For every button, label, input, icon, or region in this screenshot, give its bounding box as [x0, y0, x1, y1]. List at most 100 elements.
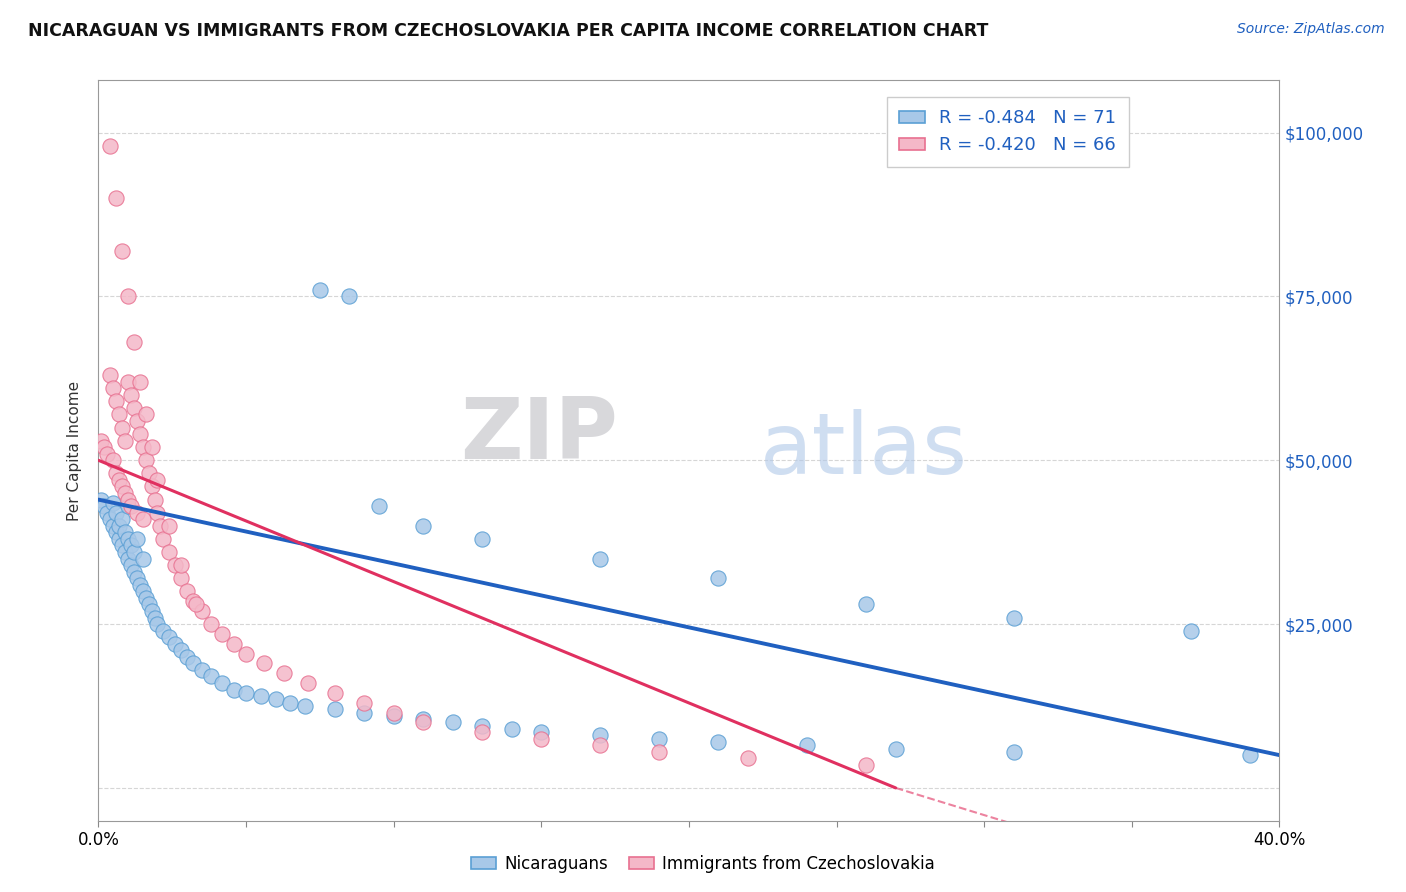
Point [211, 676, 233, 690]
Point [471, 718, 494, 732]
Point [120, 558, 142, 573]
Point [176, 584, 198, 599]
Point [412, 712, 434, 726]
Point [353, 696, 375, 710]
Point [184, 598, 207, 612]
Point [382, 706, 405, 720]
Point [191, 663, 214, 677]
Point [157, 518, 180, 533]
Point [105, 525, 128, 540]
Point [530, 731, 553, 746]
Point [108, 408, 131, 422]
Point [135, 408, 157, 422]
Point [264, 692, 287, 706]
Point [152, 624, 174, 638]
Point [135, 591, 157, 605]
Point [141, 479, 163, 493]
Point [224, 682, 246, 697]
Point [114, 434, 136, 448]
Point [170, 643, 193, 657]
Point [368, 499, 391, 513]
Point [122, 401, 145, 415]
Point [125, 506, 148, 520]
Point [146, 617, 169, 632]
Point [141, 440, 163, 454]
Point [165, 637, 187, 651]
Y-axis label: Per Capita Income: Per Capita Income [67, 380, 83, 521]
Point [648, 731, 671, 746]
Point [132, 584, 155, 599]
Point [105, 191, 128, 205]
Text: atlas: atlas [759, 409, 967, 492]
Point [117, 492, 139, 507]
Point [96, 506, 118, 520]
Point [297, 676, 319, 690]
Point [191, 604, 214, 618]
Point [125, 414, 148, 428]
Point [125, 571, 148, 585]
Point [117, 499, 139, 513]
Point [157, 545, 180, 559]
Point [111, 244, 134, 258]
Point [105, 394, 128, 409]
Point [589, 551, 612, 566]
Point [471, 532, 494, 546]
Point [250, 689, 273, 703]
Point [132, 551, 155, 566]
Point [253, 657, 276, 671]
Point [471, 725, 494, 739]
Point [120, 388, 142, 402]
Point [108, 532, 131, 546]
Point [412, 715, 434, 730]
Point [309, 283, 332, 297]
Point [1002, 745, 1025, 759]
Point [149, 518, 172, 533]
Point [294, 698, 316, 713]
Point [176, 649, 198, 664]
Point [441, 715, 464, 730]
Point [114, 545, 136, 559]
Point [339, 289, 361, 303]
Point [98, 138, 121, 153]
Point [128, 578, 150, 592]
Text: NICARAGUAN VS IMMIGRANTS FROM CZECHOSLOVAKIA PER CAPITA INCOME CORRELATION CHART: NICARAGUAN VS IMMIGRANTS FROM CZECHOSLOV… [28, 22, 988, 40]
Point [1239, 748, 1261, 763]
Point [707, 571, 730, 585]
Point [157, 630, 180, 644]
Point [117, 375, 139, 389]
Point [152, 532, 174, 546]
Point [181, 594, 204, 608]
Point [412, 518, 434, 533]
Point [353, 706, 375, 720]
Legend: Nicaraguans, Immigrants from Czechoslovakia: Nicaraguans, Immigrants from Czechoslova… [465, 848, 941, 880]
Point [211, 627, 233, 641]
Point [323, 702, 346, 716]
Point [855, 598, 877, 612]
Point [125, 532, 148, 546]
Point [146, 473, 169, 487]
Point [138, 598, 160, 612]
Point [280, 696, 302, 710]
Point [181, 657, 204, 671]
Point [128, 375, 150, 389]
Point [122, 545, 145, 559]
Point [105, 467, 128, 481]
Point [200, 669, 222, 683]
Point [132, 512, 155, 526]
Point [170, 558, 193, 573]
Point [122, 565, 145, 579]
Point [884, 741, 907, 756]
Point [111, 539, 134, 553]
Point [111, 479, 134, 493]
Point [103, 381, 125, 395]
Point [235, 686, 257, 700]
Point [122, 335, 145, 350]
Point [1002, 610, 1025, 624]
Point [111, 512, 134, 526]
Point [170, 571, 193, 585]
Point [143, 610, 166, 624]
Point [530, 725, 553, 739]
Point [235, 647, 257, 661]
Point [146, 506, 169, 520]
Point [117, 289, 139, 303]
